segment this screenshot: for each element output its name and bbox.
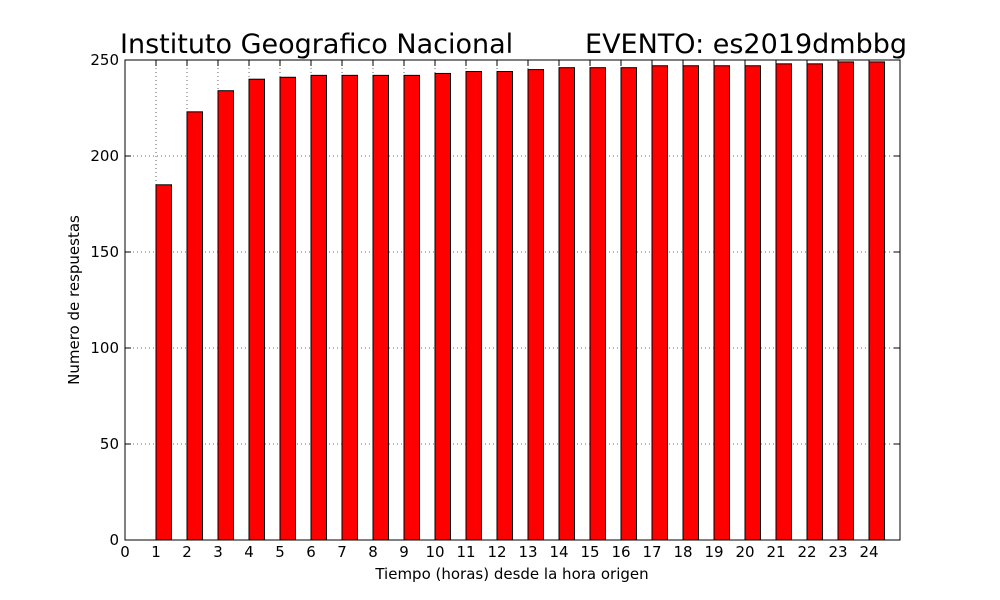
bar-hour-18 [682,65,699,541]
x-tick-label: 5 [275,543,285,561]
x-tick-labels: 0 1 2 3 4 5 6 7 8 9 10 11 12 13 14 15 16 17 18 19 20 21 22 23 24 [120,543,878,561]
y-axis-label: Numero de respuestas [65,215,83,385]
x-tick-label: 18 [673,543,692,561]
x-tick-label: 13 [518,543,537,561]
x-tick-label: 3 [213,543,223,561]
x-tick-label: 16 [611,543,630,561]
plot-frame [124,59,901,541]
x-tick-label: 11 [456,543,475,561]
bar-hour-23 [837,61,854,541]
bar-hour-7 [341,74,358,541]
x-tick-label: 14 [549,543,568,561]
bar-hour-14 [558,67,575,541]
x-tick-label: 20 [735,543,754,561]
x-tick-label: 9 [399,543,409,561]
y-tick-label: 0 [109,531,119,549]
bar-hour-4 [248,78,265,541]
bar-hour-5 [279,76,296,541]
x-tick-label: 2 [182,543,192,561]
x-tick-label: 22 [797,543,816,561]
chart-title-left: Instituto Geografico Nacional [120,29,513,60]
chart-title-right: EVENTO: es2019dmbbg [585,29,907,60]
bar-hour-6 [310,74,327,541]
bar-hour-11 [465,71,482,541]
y-tick-label: 150 [90,243,119,261]
y-tick-labels: 0 50 100 150 200 250 [90,51,119,549]
x-axis-label: Tiempo (horas) desde la hora origen [374,565,648,583]
x-tick-label: 0 [120,543,130,561]
x-tick-label: 4 [244,543,254,561]
x-tick-label: 17 [642,543,661,561]
x-tick-label: 12 [487,543,506,561]
bar-hour-15 [589,67,606,541]
x-tick-label: 6 [306,543,316,561]
y-tick-label: 200 [90,147,119,165]
y-tick-label: 250 [90,51,119,69]
x-tick-label: 10 [425,543,444,561]
bar-hour-2 [186,111,203,541]
x-tick-label: 7 [337,543,347,561]
bar-hour-21 [775,63,792,541]
bar-hour-24 [868,61,885,541]
bar-hour-13 [527,69,544,541]
bar-hour-10 [434,72,451,541]
bars [155,61,885,541]
y-tick-label: 100 [90,339,119,357]
y-tick-label: 50 [100,435,119,453]
bar-hour-3 [217,90,234,541]
bar-hour-17 [651,65,668,541]
x-tick-label: 24 [859,543,878,561]
x-tick-label: 1 [151,543,161,561]
x-tick-label: 19 [704,543,723,561]
bar-hour-20 [744,65,761,541]
bar-hour-1 [155,184,172,541]
bar-hour-12 [496,71,513,541]
axis-ticks [124,59,900,541]
bar-hour-9 [403,74,420,541]
x-tick-label: 23 [828,543,847,561]
x-tick-label: 8 [368,543,378,561]
bar-hour-16 [620,67,637,541]
bar-hour-19 [713,65,730,541]
x-tick-label: 21 [766,543,785,561]
x-tick-label: 15 [580,543,599,561]
bar-hour-8 [372,74,389,541]
bar-hour-22 [806,63,823,541]
